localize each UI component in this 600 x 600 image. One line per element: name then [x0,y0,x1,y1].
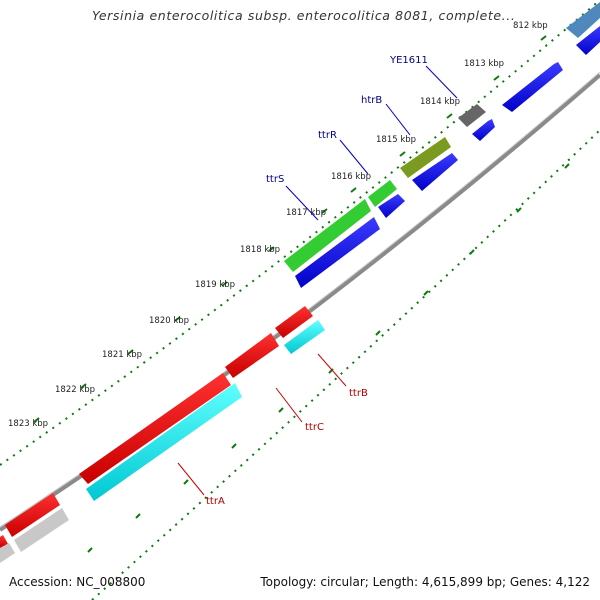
kbp-label-1823: 1823 kbp [8,419,48,429]
gene-ttrb-cyan [284,320,325,354]
gene-blue-5 [295,217,380,288]
gene-red-left [5,493,60,537]
gene-label-htrb: htrB [361,95,382,106]
kbp-label-1815: 1815 kbp [376,135,416,145]
gene-label-ttrc: ttrC [305,422,324,433]
outer-major-ticks [33,35,547,423]
gene-light-gray-2 [0,543,15,563]
kbp-label-1817: 1817 kbp [286,208,326,218]
kbp-label-1820: 1820 kbp [149,316,189,326]
kbp-label-1822: 1822 kbp [55,385,95,395]
genome-summary: Topology: circular; Length: 4,615,899 bp… [260,575,590,589]
gene-ttra-red [79,373,231,484]
outer-label-leaders [285,65,458,221]
outer-tick-ring [0,0,600,466]
gene-ttra-cyan [86,383,242,501]
gene-label-ttrr: ttrR [318,130,337,141]
gene-blue-1 [502,62,563,112]
gene-ttrr-green [368,180,397,207]
gene-blue-3 [412,153,458,191]
kbp-label-1818: 1818 kbp [240,245,280,255]
kbp-label-1816: 1816 kbp [331,172,371,182]
accession-label: Accession: NC_008800 [9,575,146,589]
gene-ttrc-red [225,333,279,378]
genome-backbone [0,73,600,532]
gene-blue-4 [378,194,405,218]
gene-label-ttra: ttrA [206,496,225,507]
gene-ye1611-gray [458,104,486,127]
gene-label-ttrs: ttrS [266,174,284,185]
gene-steel-blue [566,2,600,38]
gene-ttrs-green [284,199,371,272]
genome-title: Yersinia enterocolitica subsp. enterocol… [92,8,516,23]
gene-light-gray-1 [14,508,69,552]
gene-htrb-olive [400,137,451,178]
kbp-label-1821: 1821 kbp [102,350,142,360]
gene-label-ye1611: YE1611 [389,55,428,66]
gene-blue-2 [472,119,495,141]
kbp-label-1819: 1819 kbp [195,280,235,290]
gene-label-ttrb: ttrB [349,388,368,399]
kbp-label-1814: 1814 kbp [420,97,460,107]
kbp-label-1813: 1813 kbp [464,59,504,69]
gene-ttrb-red [275,306,313,338]
kbp-label-812: 812 kbp [513,21,548,31]
kbp-labels: 812 kbp 1813 kbp 1814 kbp 1815 kbp 1816 … [8,21,548,429]
inner-tick-ring [91,129,600,600]
gene-labels: YE1611 htrB ttrR ttrS ttrB ttrC ttrA [206,55,428,507]
inner-label-leaders [177,353,347,496]
gene-blue-topright [576,26,600,55]
